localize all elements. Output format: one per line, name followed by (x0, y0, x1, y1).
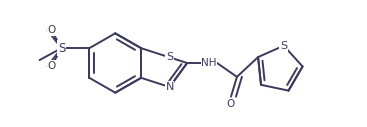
Text: NH: NH (201, 58, 217, 68)
Text: S: S (58, 42, 65, 55)
Text: O: O (227, 99, 235, 109)
Text: O: O (47, 61, 56, 71)
Text: N: N (166, 82, 174, 92)
Text: O: O (47, 25, 56, 35)
Text: S: S (280, 41, 287, 51)
Text: S: S (166, 52, 173, 62)
